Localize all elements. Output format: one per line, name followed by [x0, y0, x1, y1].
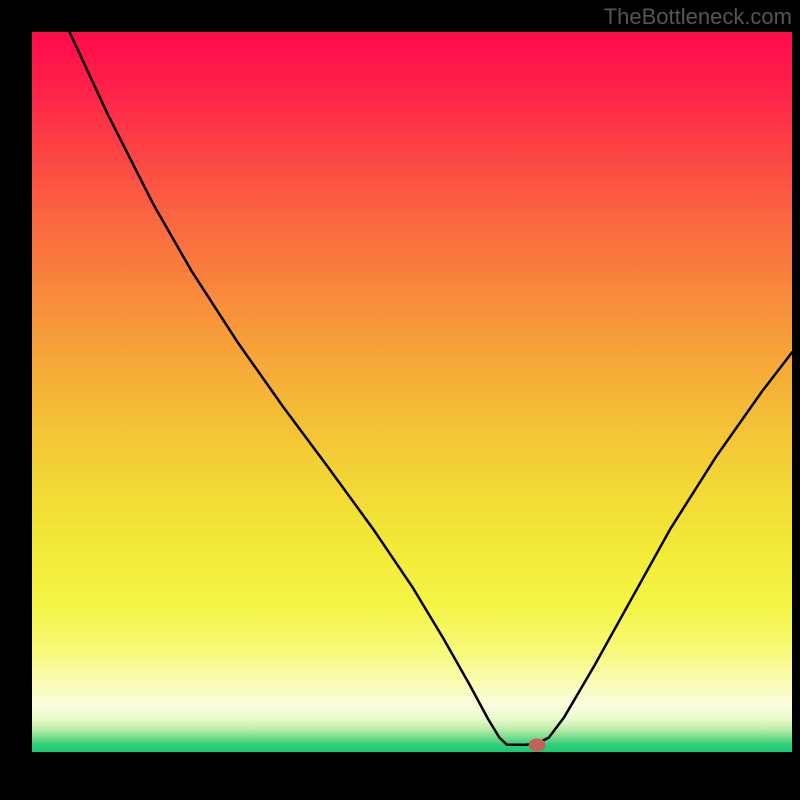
- chart-curve: [32, 32, 792, 752]
- plot-area: [32, 32, 792, 752]
- watermark-text: TheBottleneck.com: [604, 4, 792, 30]
- chart-minimum-marker: [529, 738, 546, 751]
